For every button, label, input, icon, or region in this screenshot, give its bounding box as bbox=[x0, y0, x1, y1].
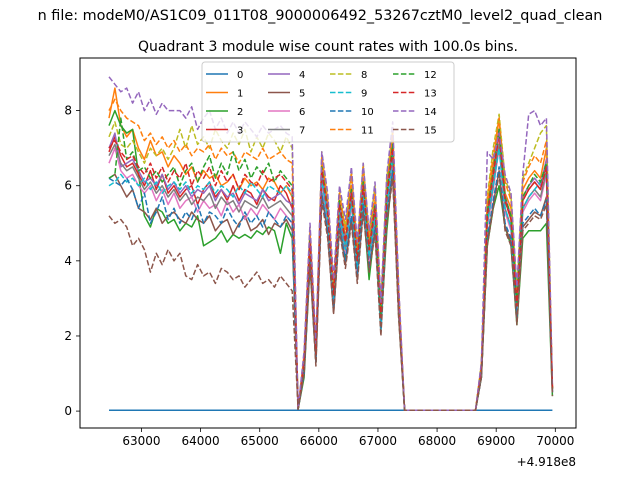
legend-label-0: 0 bbox=[237, 70, 243, 81]
legend-label-8: 8 bbox=[361, 70, 367, 81]
legend-box bbox=[201, 61, 455, 143]
legend-label-4: 4 bbox=[299, 70, 305, 81]
series-layer bbox=[108, 76, 554, 412]
legend-label-1: 1 bbox=[237, 89, 243, 100]
y-tick-label: 8 bbox=[64, 104, 72, 118]
legend-label-9: 9 bbox=[361, 89, 367, 100]
legend-label-5: 5 bbox=[299, 89, 305, 100]
series-14-line bbox=[108, 76, 554, 412]
figure-suptitle: n file: modeM0/AS1C09_011T08_9000006492_… bbox=[38, 8, 603, 24]
x-tick-label: 63000 bbox=[122, 434, 160, 448]
legend-label-6: 6 bbox=[299, 107, 305, 118]
y-tick-label: 2 bbox=[64, 329, 72, 343]
legend-label-12: 12 bbox=[424, 70, 437, 81]
legend-label-2: 2 bbox=[237, 107, 243, 118]
legend-label-14: 14 bbox=[424, 107, 437, 118]
x-tick-label: 69000 bbox=[477, 434, 515, 448]
y-tick-label: 6 bbox=[64, 179, 72, 193]
legend-label-11: 11 bbox=[361, 126, 374, 137]
x-axis: 63000 64000 65000 66000 67000 68000 69000 70000 bbox=[122, 428, 574, 448]
y-tick-label: 0 bbox=[64, 404, 72, 418]
x-axis-offset-label: +4.918e8 bbox=[517, 455, 576, 469]
legend-label-3: 3 bbox=[237, 126, 243, 137]
series-15-line bbox=[108, 173, 554, 412]
x-tick-label: 67000 bbox=[359, 434, 397, 448]
chart-title: Quadrant 3 module wise count rates with … bbox=[138, 39, 518, 55]
x-tick-label: 66000 bbox=[300, 434, 338, 448]
plot-frame bbox=[79, 57, 577, 429]
x-tick-label: 70000 bbox=[536, 434, 574, 448]
legend-label-13: 13 bbox=[424, 89, 437, 100]
series-11-line bbox=[108, 98, 554, 412]
x-tick-label: 64000 bbox=[182, 434, 220, 448]
legend-label-7: 7 bbox=[299, 126, 305, 137]
x-tick-label: 68000 bbox=[418, 434, 456, 448]
legend-label-10: 10 bbox=[361, 107, 374, 118]
y-axis: 0 2 4 6 8 bbox=[64, 104, 80, 418]
legend-label-15: 15 bbox=[424, 126, 437, 137]
y-tick-label: 4 bbox=[64, 254, 72, 268]
x-tick-label: 65000 bbox=[241, 434, 279, 448]
